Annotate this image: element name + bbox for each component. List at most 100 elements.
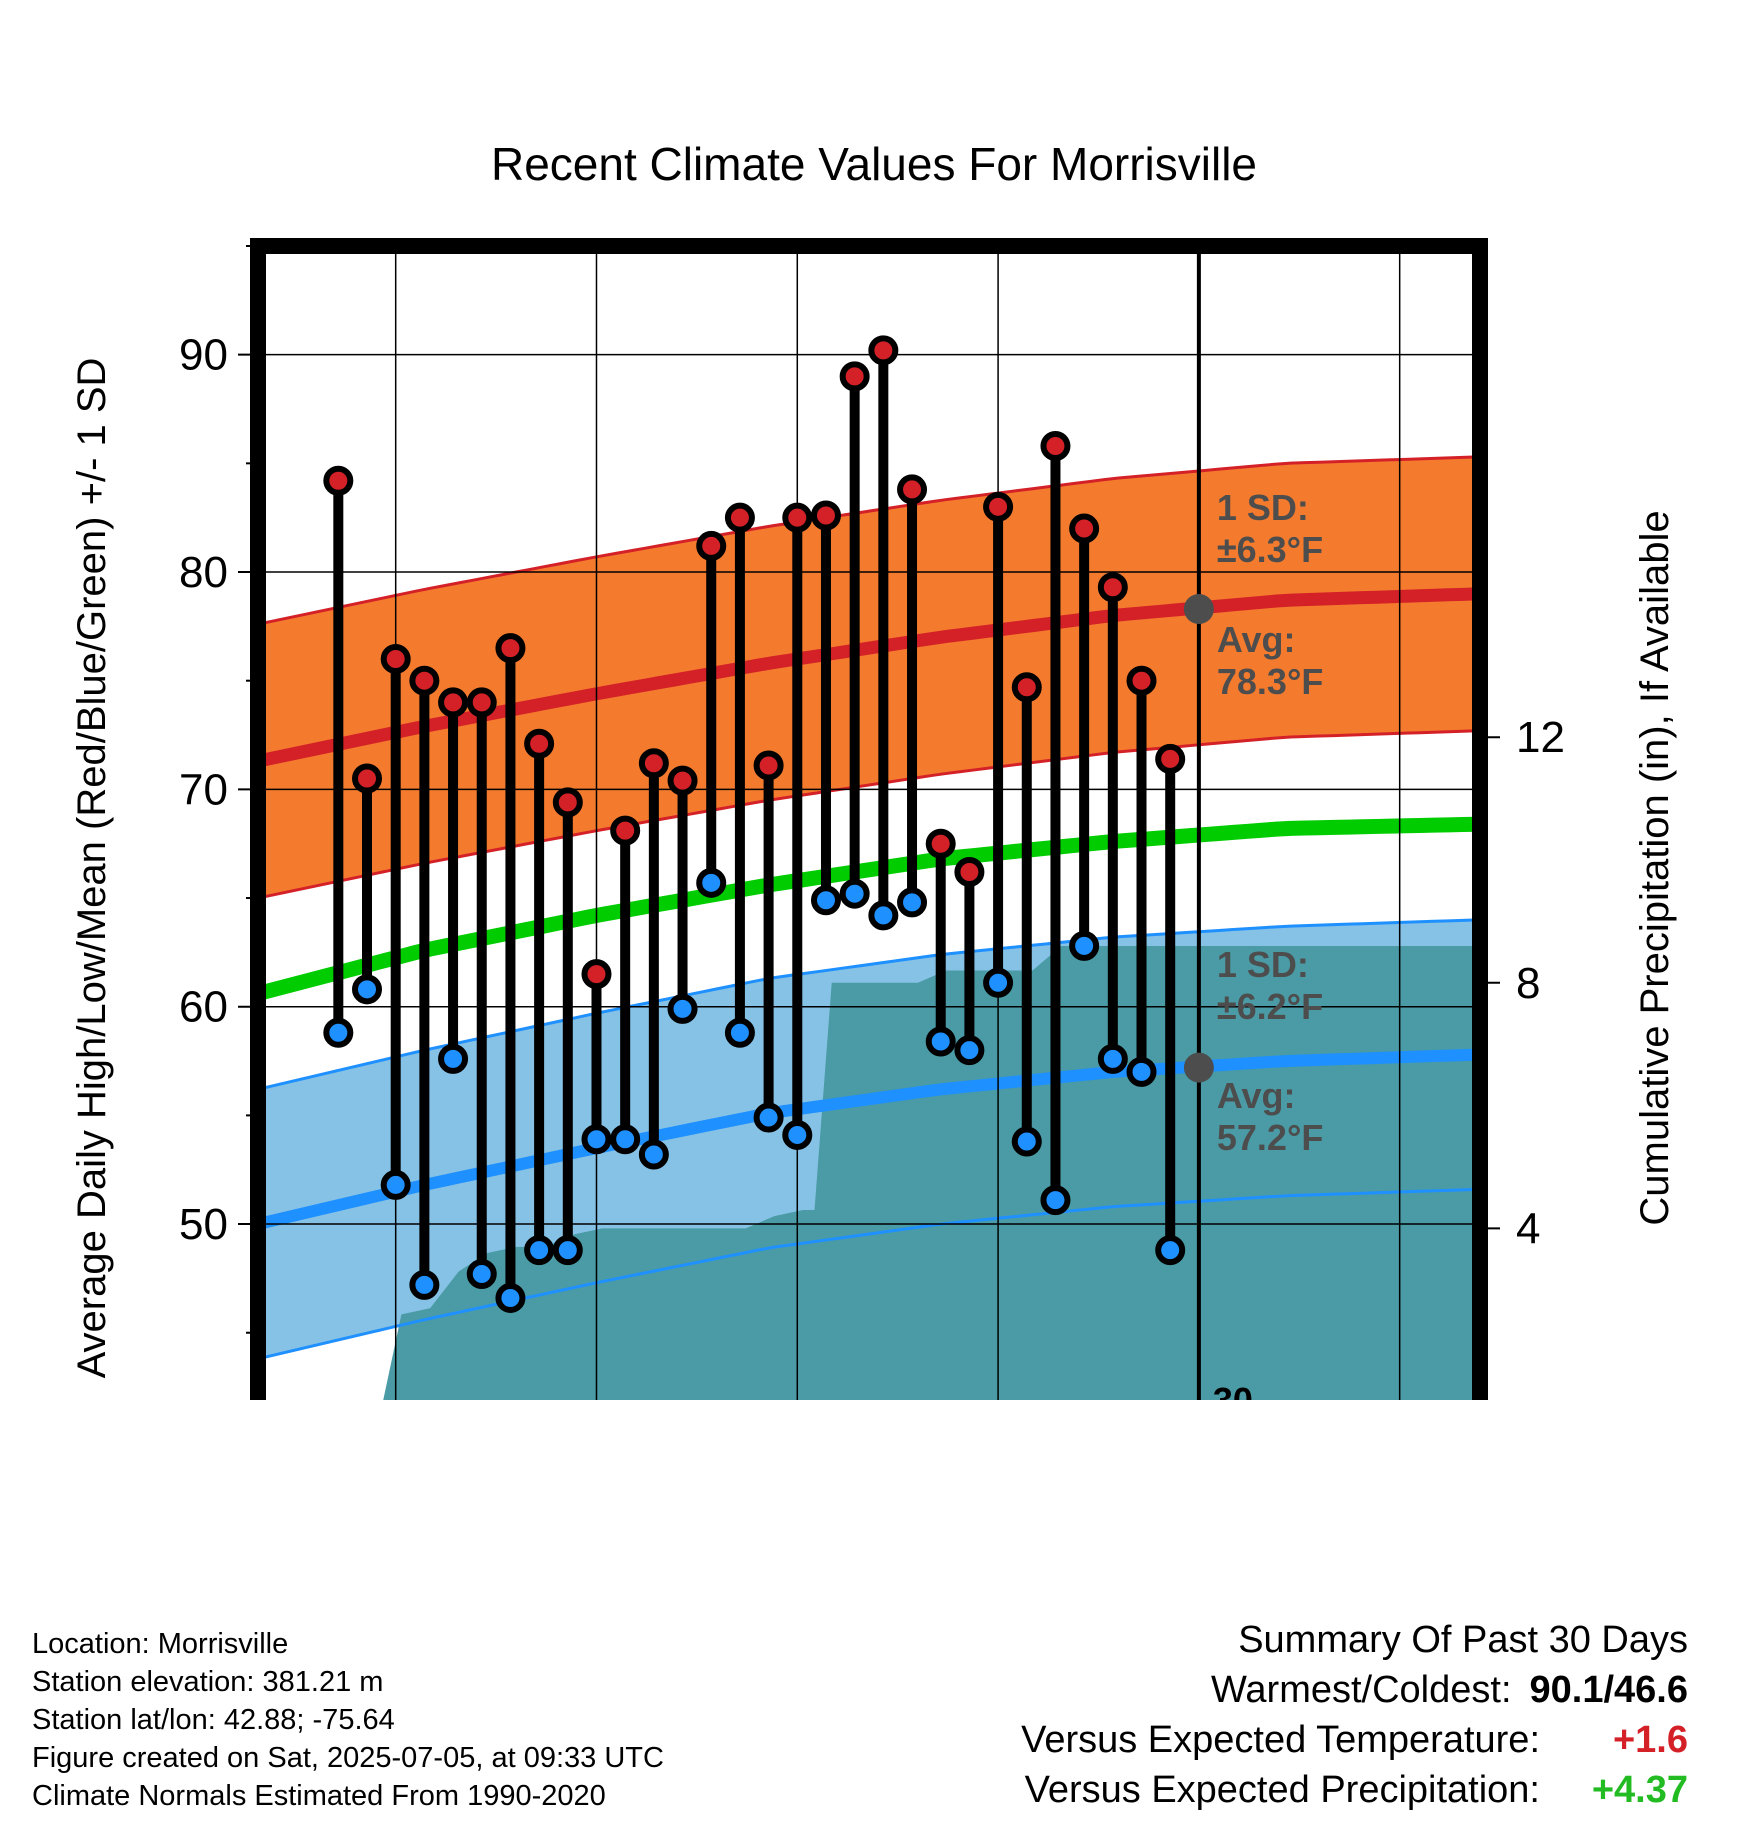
daily-high-point (667, 765, 698, 796)
location-line: Location: Morrisville (32, 1628, 289, 1660)
y2-tick-label: 12 (1516, 713, 1565, 762)
daily-low-point (323, 1017, 354, 1048)
summary-heading: Summary Of Past 30 Days (1238, 1619, 1688, 1661)
daily-low-point (466, 1259, 497, 1290)
daily-low-point (495, 1282, 526, 1313)
daily-low-point (1011, 1126, 1042, 1157)
daily-low-point (1126, 1056, 1157, 1087)
y-axis-label: Average Daily High/Low/Mean (Red/Blue/Gr… (70, 358, 114, 1379)
daily-low-point (1069, 930, 1100, 961)
precip-value: +4.37 (1591, 1769, 1688, 1811)
y2-axis-label: Cumulative Precipitation (in), If Availa… (1633, 510, 1677, 1225)
daily-low-point (753, 1102, 784, 1133)
daily-high-point (696, 530, 727, 561)
today-days-label: 30 (1213, 1380, 1253, 1400)
summary-warmest-row: Warmest/Coldest: 90.1/46.6 (1021, 1665, 1688, 1715)
daily-low-point (1040, 1185, 1071, 1216)
precip-label: Versus Expected Precipitation: (1024, 1769, 1540, 1811)
low-sd-lower-edge (258, 1187, 1478, 1361)
daily-low-point (1097, 1043, 1128, 1074)
low-avg-label: 57.2°F (1217, 1117, 1323, 1158)
daily-high-point (466, 687, 497, 718)
daily-high-point (1040, 430, 1071, 461)
daily-low-point (724, 1017, 755, 1048)
y2-tick-label: 8 (1516, 959, 1540, 1008)
station-info: Location: Morrisville Station elevation:… (32, 1625, 664, 1815)
daily-low-point (897, 887, 928, 918)
daily-high-point (1126, 665, 1157, 696)
summary-precip-row: Versus Expected Precipitation: +4.37 (1021, 1765, 1688, 1815)
summary-temp-row: Versus Expected Temperature: +1.6 (1021, 1715, 1688, 1765)
high-sd-band (258, 456, 1478, 899)
daily-high-point (1097, 572, 1128, 603)
warmest-label: Warmest/Coldest: (1210, 1669, 1512, 1711)
daily-high-point (839, 361, 870, 392)
daily-low-point (925, 1026, 956, 1057)
y-tick-label: 80 (179, 548, 228, 597)
high-avg-label: 78.3°F (1217, 661, 1323, 702)
high-avg-marker (1183, 593, 1214, 624)
temp-label: Versus Expected Temperature: (1021, 1719, 1540, 1761)
daily-low-point (667, 993, 698, 1024)
daily-high-point (524, 728, 555, 759)
daily-low-point (409, 1269, 440, 1300)
daily-low-point (524, 1235, 555, 1266)
daily-high-point (409, 665, 440, 696)
daily-high-point (581, 959, 612, 990)
y-tick-label: 90 (179, 331, 228, 380)
daily-high-point (925, 828, 956, 859)
chart-title: Recent Climate Values For Morrisville (491, 138, 1257, 190)
y-tick-label: 60 (179, 983, 228, 1032)
high-sd-label: ±6.3°F (1217, 529, 1323, 570)
low-sd-upper-edge (258, 918, 1478, 1091)
daily-low-point (954, 1035, 985, 1066)
high-sd-lower-edge (258, 729, 1478, 900)
daily-low-point (983, 967, 1014, 998)
daily-low-point (438, 1043, 469, 1074)
normals-line: Climate Normals Estimated From 1990-2020 (32, 1780, 606, 1812)
low-avg-label: Avg: (1217, 1075, 1296, 1116)
daily-high-point (954, 856, 985, 887)
plot-frame (250, 238, 1488, 1400)
daily-low-point (352, 974, 383, 1005)
daily-high-point (380, 643, 411, 674)
daily-low-point (552, 1235, 583, 1266)
y2-tick-label: 4 (1516, 1204, 1540, 1253)
daily-high-point (724, 502, 755, 533)
y-tick-label: 50 (179, 1200, 228, 1249)
daily-high-point (897, 474, 928, 505)
daily-high-point (323, 465, 354, 496)
low-sd-label: ±6.2°F (1217, 986, 1323, 1027)
daily-low-point (380, 1169, 411, 1200)
daily-low-point (839, 878, 870, 909)
daily-low-point (868, 900, 899, 931)
warmest-value: 90.1/46.6 (1529, 1669, 1688, 1711)
daily-high-point (352, 763, 383, 794)
daily-low-point (638, 1139, 669, 1170)
daily-high-point (495, 633, 526, 664)
daily-high-point (552, 787, 583, 818)
high-sd-label: 1 SD: (1217, 487, 1309, 528)
daily-high-point (1011, 672, 1042, 703)
high-sd-upper-edge (258, 455, 1478, 626)
latlon-line: Station lat/lon: 42.88; -75.64 (32, 1704, 395, 1736)
daily-low-point (610, 1124, 641, 1155)
daily-low-point (810, 885, 841, 916)
daily-low-point (581, 1124, 612, 1155)
daily-low-point (782, 1119, 813, 1150)
high-avg-label: Avg: (1217, 619, 1296, 660)
daily-high-point (1069, 513, 1100, 544)
daily-low-point (696, 867, 727, 898)
summary-panel: Summary Of Past 30 Days Warmest/Coldest:… (1021, 1615, 1688, 1815)
normal-high-line (258, 587, 1478, 768)
temp-value: +1.6 (1612, 1719, 1688, 1761)
y-tick-label: 70 (179, 765, 228, 814)
daily-high-point (610, 815, 641, 846)
daily-high-point (983, 491, 1014, 522)
created-line: Figure created on Sat, 2025-07-05, at 09… (32, 1742, 664, 1774)
daily-low-point (1155, 1235, 1186, 1266)
normal-low-line (258, 1048, 1478, 1230)
daily-high-point (753, 750, 784, 781)
daily-high-point (868, 335, 899, 366)
